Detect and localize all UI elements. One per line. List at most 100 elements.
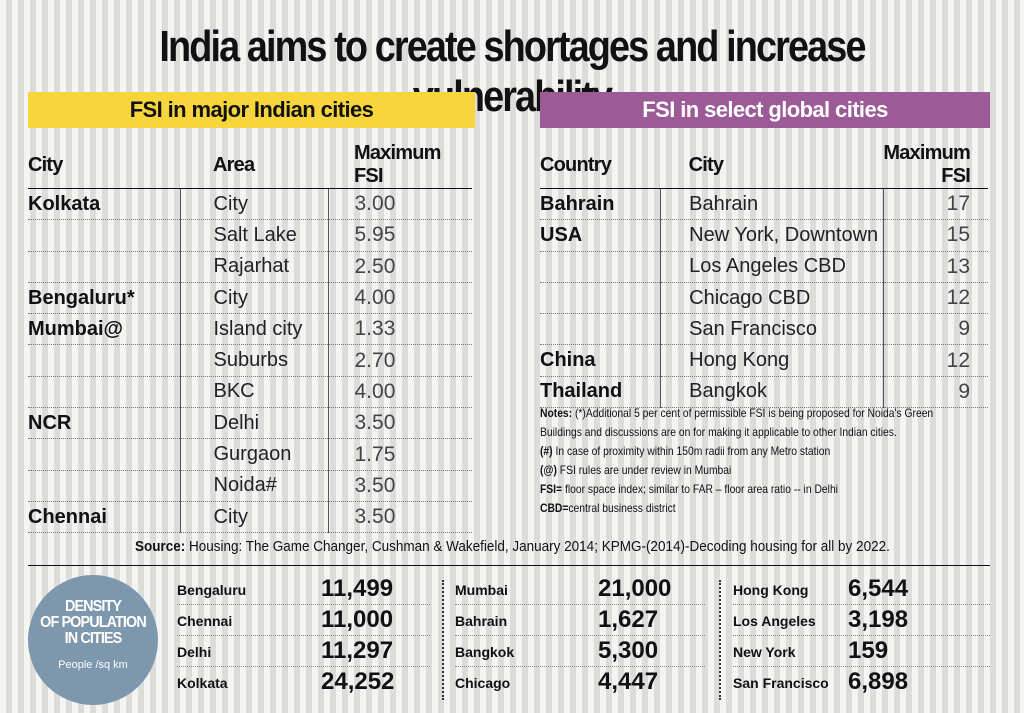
notes-label: Notes: xyxy=(540,406,573,420)
table-row: Gurgaon 1.75 xyxy=(28,438,472,471)
table-row: San Francisco 9 xyxy=(540,313,988,346)
density-value: 6,898 xyxy=(848,668,909,695)
fsi-value-cell: 1.75 xyxy=(327,438,472,471)
note-text: In case of proximity within 150m radii f… xyxy=(552,444,831,458)
density-value: 11,000 xyxy=(321,606,394,633)
region-cell xyxy=(28,219,180,252)
city-cell: Chicago CBD xyxy=(660,282,884,315)
density-row: Bangkok 5,300 xyxy=(455,636,705,667)
density-value: 24,252 xyxy=(321,668,395,695)
density-value: 5,300 xyxy=(598,637,659,664)
column-header-country: Country xyxy=(540,142,661,189)
country-cell: Bahrain xyxy=(540,188,661,221)
city-cell: Bangkok xyxy=(660,376,884,409)
table-row: NCR Delhi 3.50 xyxy=(28,407,472,440)
table-row: Rajarhat 2.50 xyxy=(28,251,472,283)
area-cell: Suburbs xyxy=(179,344,328,377)
density-value: 21,000 xyxy=(598,575,672,602)
density-row: Bengaluru 11,499 xyxy=(177,574,430,605)
region-cell xyxy=(28,438,180,471)
table-row: Thailand Bangkok 9 xyxy=(540,376,988,409)
area-cell: City xyxy=(179,188,328,221)
density-column: Mumbai 21,000 Bahrain 1,627 Bangkok 5,300 C… xyxy=(455,574,705,698)
density-value: 6,544 xyxy=(848,575,909,602)
table-row: Bahrain Bahrain 17 xyxy=(540,188,988,221)
density-value: 11,297 xyxy=(321,637,394,664)
region-cell: Mumbai@ xyxy=(28,313,180,346)
table-row: USA New York, Downtown 15 xyxy=(540,219,988,252)
density-row: Delhi 11,297 xyxy=(177,636,430,667)
density-city: Bengaluru xyxy=(177,582,247,598)
india-fsi-table: City Area Maximum FSI Kolkata City 3.00 Sa… xyxy=(28,142,472,534)
density-value: 3,198 xyxy=(848,606,909,633)
country-cell: USA xyxy=(540,219,661,252)
note-symbol: FSI= xyxy=(540,482,563,496)
note-line: Buildings and discussions are on for mak… xyxy=(540,423,987,442)
region-cell xyxy=(28,470,180,502)
global-fsi-table: Country City Maximum FSI Bahrain Bahrain 1… xyxy=(540,142,988,409)
column-header-max-fsi: Maximum FSI xyxy=(328,142,472,189)
density-value: 4,447 xyxy=(598,668,659,695)
section-divider xyxy=(28,565,990,566)
density-city: Chennai xyxy=(177,613,233,629)
note-text: Buildings and discussions are on for mak… xyxy=(540,425,897,439)
notes-block: Notes: (*)Additional 5 per cent of permi… xyxy=(540,404,990,518)
table-row: Kolkata City 3.00 xyxy=(28,188,472,221)
density-badge: DENSITY OF POPULATION IN CITIES People /… xyxy=(28,575,158,705)
density-city: Bahrain xyxy=(455,613,508,629)
source-text: Housing: The Game Changer, Cushman & Wak… xyxy=(184,538,890,555)
table-header-row: City Area Maximum FSI xyxy=(28,142,472,189)
density-title: DENSITY OF POPULATION IN CITIES xyxy=(35,599,152,647)
country-cell: China xyxy=(540,344,661,377)
country-cell xyxy=(540,251,661,283)
note-line: Notes: (*)Additional 5 per cent of permi… xyxy=(540,404,987,423)
area-cell: City xyxy=(179,501,328,534)
column-header-area: Area xyxy=(180,142,328,189)
table-row: Los Angeles CBD 13 xyxy=(540,251,988,283)
area-cell: Gurgaon xyxy=(179,438,328,471)
density-value: 1,627 xyxy=(598,606,659,633)
city-cell: Bahrain xyxy=(660,188,884,221)
source-line: Source: Housing: The Game Changer, Cushm… xyxy=(0,538,1024,555)
table-header-row: Country City Maximum FSI xyxy=(540,142,988,189)
fsi-value-cell: 9 xyxy=(882,313,988,346)
fsi-value-cell: 3.50 xyxy=(327,501,472,534)
fsi-value-cell: 13 xyxy=(882,251,988,283)
note-line: CBD=central business district xyxy=(540,499,987,518)
note-text: central business district xyxy=(568,501,676,515)
india-fsi-banner: FSI in major Indian cities xyxy=(28,92,475,128)
region-cell xyxy=(28,251,180,283)
density-city: Kolkata xyxy=(177,675,228,691)
column-header-city: City xyxy=(660,142,884,189)
table-row: Bengaluru* City 4.00 xyxy=(28,282,472,315)
note-text: FSI rules are under review in Mumbai xyxy=(556,463,732,477)
density-title-line: IN CITIES xyxy=(64,630,123,647)
note-line: (@) FSI rules are under review in Mumbai xyxy=(540,461,987,480)
note-symbol: (@) xyxy=(540,463,557,477)
density-title-line: DENSITY xyxy=(64,598,122,615)
note-symbol: CBD= xyxy=(540,501,569,515)
table-row: BKC 4.00 xyxy=(28,376,472,409)
fsi-value-cell: 3.00 xyxy=(327,188,472,221)
density-row: Bahrain 1,627 xyxy=(455,605,705,636)
city-cell: New York, Downtown xyxy=(660,219,884,252)
fsi-value-cell: 3.50 xyxy=(327,407,472,440)
country-cell: Thailand xyxy=(540,376,661,409)
global-fsi-banner: FSI in select global cities xyxy=(540,92,990,128)
density-city: Hong Kong xyxy=(733,582,809,598)
note-line: FSI= floor space index; similar to FAR –… xyxy=(540,480,987,499)
density-city: Mumbai xyxy=(455,582,508,598)
region-cell: Bengaluru* xyxy=(28,282,180,315)
fsi-value-cell: 9 xyxy=(882,376,988,409)
density-row: Chicago 4,447 xyxy=(455,667,705,698)
table-row: Chicago CBD 12 xyxy=(540,282,988,315)
density-value: 11,499 xyxy=(321,575,394,602)
density-city: New York xyxy=(733,644,796,660)
density-row: Mumbai 21,000 xyxy=(455,574,705,605)
fsi-value-cell: 3.50 xyxy=(327,470,472,502)
source-label: Source: xyxy=(134,538,185,555)
fsi-value-cell: 17 xyxy=(882,188,988,221)
density-column: Bengaluru 11,499 Chennai 11,000 Delhi 11,29… xyxy=(177,574,430,698)
table-row: China Hong Kong 12 xyxy=(540,344,988,377)
column-header-max-fsi: Maximum FSI xyxy=(883,142,988,189)
